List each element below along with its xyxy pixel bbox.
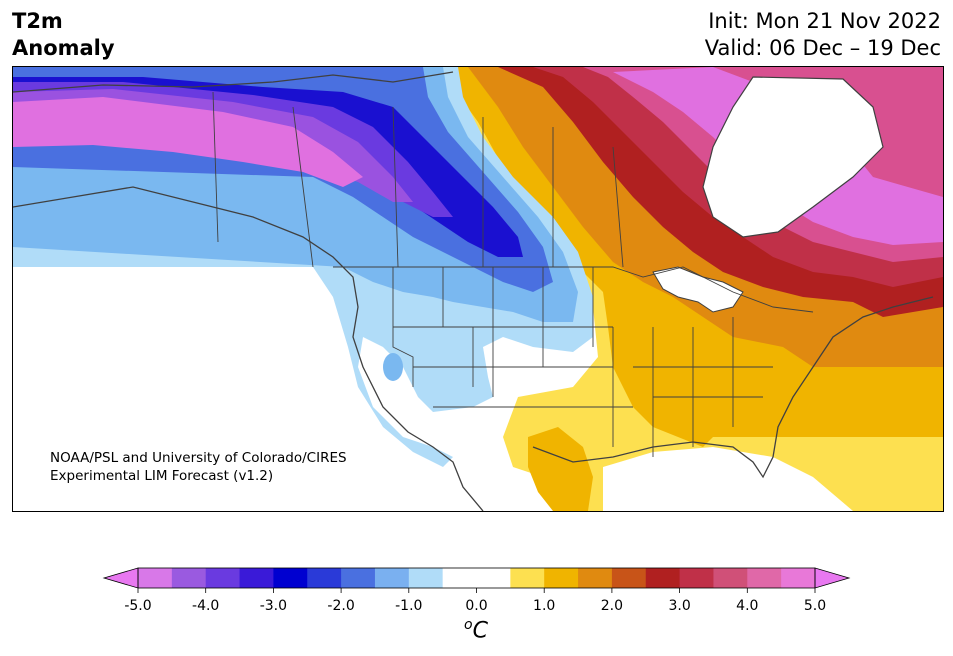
political-borders bbox=[212, 91, 814, 457]
canada-us-border bbox=[333, 266, 814, 313]
colorbar-segment bbox=[713, 568, 748, 588]
colorbar-segment bbox=[781, 568, 816, 588]
unit-celsius: C bbox=[472, 618, 488, 644]
colorbar-tick-label: 1.0 bbox=[533, 598, 556, 614]
colorbar-tick-label: 4.0 bbox=[736, 598, 759, 614]
colorbar-segment bbox=[510, 568, 545, 588]
colorbar-segment bbox=[138, 568, 173, 588]
warm-gold-texas bbox=[528, 427, 593, 511]
colorbar-tick-label: 3.0 bbox=[668, 598, 691, 614]
colorbar-segment bbox=[476, 568, 511, 588]
colorbar: -5.0 -4.0 -3.0 -2.0 -1.0 0.0 1.0 2.0 3.0 4.0 5.0 o… bbox=[0, 555, 953, 655]
colorbar-tick-label: -5.0 bbox=[124, 598, 152, 614]
credit-note: NOAA/PSL and University of Colorado/CIRE… bbox=[50, 449, 347, 485]
gulf-of-mexico bbox=[603, 447, 853, 511]
unit-degree: o bbox=[464, 617, 473, 633]
colorbar-extend-low bbox=[102, 567, 139, 589]
gulf-coast bbox=[532, 296, 934, 479]
colorbar-segment bbox=[679, 568, 714, 588]
credit-line-1: NOAA/PSL and University of Colorado/CIRE… bbox=[50, 450, 347, 466]
province-line bbox=[392, 106, 399, 268]
title-line-2: Anomaly bbox=[12, 36, 115, 60]
arctic-coast bbox=[13, 71, 454, 93]
colorbar-segment bbox=[611, 568, 647, 588]
colorbar-segment bbox=[645, 568, 681, 588]
colorbar-tick-label: 0.0 bbox=[465, 598, 488, 614]
colorbar-tick-label: 5.0 bbox=[803, 598, 827, 614]
colorbar-segment bbox=[442, 568, 477, 588]
colorbar-unit: oC bbox=[464, 617, 488, 643]
colorbar-segment bbox=[578, 568, 613, 588]
hudson-bay bbox=[702, 76, 884, 238]
colorbar-canvas bbox=[102, 567, 851, 593]
init-date: Init: Mon 21 Nov 2022 bbox=[708, 9, 941, 33]
colorbar-segment bbox=[408, 568, 444, 588]
colorbar-extend-high bbox=[814, 567, 851, 589]
great-lakes bbox=[652, 266, 744, 313]
map-canvas bbox=[13, 67, 943, 511]
province-line bbox=[612, 146, 624, 268]
colorbar-segments bbox=[138, 568, 816, 588]
title-line-1: T2m bbox=[12, 9, 63, 33]
valid-range: Valid: 06 Dec – 19 Dec bbox=[704, 36, 941, 60]
pacific-coast bbox=[13, 186, 484, 511]
colorbar-segment bbox=[307, 568, 342, 588]
province-line bbox=[292, 106, 314, 268]
alaska-border bbox=[212, 91, 219, 243]
colorbar-segment bbox=[544, 568, 579, 588]
colorbar-tick-label: -1.0 bbox=[395, 598, 423, 614]
colorbar-segment bbox=[341, 568, 376, 588]
cold-patch-southwest bbox=[383, 353, 403, 381]
map-title: T2m Anomaly bbox=[12, 8, 115, 62]
forecast-dates: Init: Mon 21 Nov 2022 Valid: 06 Dec – 19… bbox=[705, 8, 941, 62]
coastlines bbox=[13, 71, 934, 511]
anomaly-map: NOAA/PSL and University of Colorado/CIRE… bbox=[12, 66, 944, 512]
colorbar-segment bbox=[273, 568, 308, 588]
state-line bbox=[392, 267, 414, 387]
colorbar-ticks bbox=[137, 588, 816, 593]
colorbar-tick-label: -4.0 bbox=[192, 598, 220, 614]
colorbar-segment bbox=[747, 568, 782, 588]
colorbar-segment bbox=[205, 568, 241, 588]
colorbar-segment bbox=[171, 568, 207, 588]
credit-line-2: Experimental LIM Forecast (v1.2) bbox=[50, 468, 274, 484]
colorbar-segment bbox=[374, 568, 410, 588]
cold-magenta-region bbox=[13, 97, 363, 187]
colorbar-tick-label: 2.0 bbox=[600, 598, 624, 614]
colorbar-segment bbox=[239, 568, 274, 588]
colorbar-tick-label: -2.0 bbox=[327, 598, 355, 614]
colorbar-tick-label: -3.0 bbox=[259, 598, 288, 614]
